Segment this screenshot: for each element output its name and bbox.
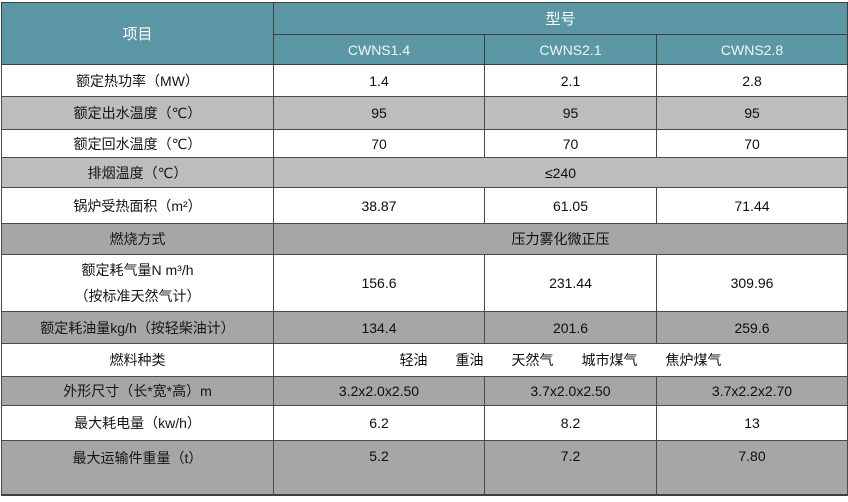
row-label: 额定回水温度（℃） — [1, 129, 274, 158]
row-label: 额定耗油量kg/h（按轻柴油计） — [1, 311, 274, 344]
header-row-models: CWNS1.4 CWNS2.1 CWNS2.8 — [2, 34, 848, 65]
row-max-power-consumption: 最大耗电量（kw/h） 6.2 8.2 13 — [1, 405, 848, 441]
row-label: 额定热功率（MW） — [1, 64, 274, 97]
table-header: 项目 型号 CWNS1.4 CWNS2.1 CWNS2.8 — [1, 2, 848, 65]
value-cell: 156.6 — [273, 254, 485, 312]
value-cell: 134.4 — [273, 311, 485, 344]
value-cell: 70 — [484, 129, 657, 158]
row-label: 锅炉受热面积（m²） — [1, 187, 274, 224]
row-heating-surface-area: 锅炉受热面积（m²） 38.87 61.05 71.44 — [1, 187, 848, 224]
value-cell: 71.44 — [655, 187, 848, 224]
row-max-transport-weight: 最大运输件重量（t） 5.2 7.2 7.80 — [1, 440, 848, 495]
row-return-water-temp: 额定回水温度（℃） 70 70 70 — [1, 129, 848, 158]
row-label: 外形尺寸（长*宽*高）m — [1, 376, 274, 406]
value-cell: 1.4 — [273, 64, 485, 97]
value-cell: 70 — [273, 129, 485, 158]
merged-value-cell: 压力雾化微正压 — [272, 223, 848, 255]
row-label: 最大运输件重量（t） — [1, 440, 274, 495]
merged-value-cell: ≤240 — [272, 157, 848, 188]
value-cell: 5.2 — [273, 440, 485, 495]
row-label-line1: 额定耗气量N m³/h — [81, 262, 194, 278]
value-cell: 3.7x2.2x2.70 — [655, 376, 848, 406]
row-fuel-types: 燃料种类 轻油 重油 天然气 城市煤气 焦炉煤气 — [1, 343, 848, 377]
value-cell: 309.96 — [655, 254, 848, 312]
header-model-cwns2-8: CWNS2.8 — [655, 34, 848, 65]
row-label: 最大耗电量（kw/h） — [1, 405, 274, 441]
value-cell: 70 — [655, 129, 848, 158]
row-label: 额定出水温度（℃） — [1, 96, 274, 130]
row-overall-dimensions: 外形尺寸（长*宽*高）m 3.2x2.0x2.50 3.7x2.0x2.50 3… — [1, 376, 848, 406]
value-cell: 201.6 — [484, 311, 657, 344]
row-outlet-water-temp: 额定出水温度（℃） 95 95 95 — [1, 96, 848, 130]
row-label: 燃烧方式 — [1, 223, 274, 255]
header-model-cwns1-4: CWNS1.4 — [273, 34, 485, 65]
value-cell: 7.80 — [655, 440, 848, 495]
value-cell: 38.87 — [273, 187, 485, 224]
row-exhaust-smoke-temp: 排烟温度（℃） ≤240 — [1, 157, 848, 188]
value-cell: 13 — [655, 405, 848, 441]
value-cell: 61.05 — [484, 187, 657, 224]
merged-value-cell: 轻油 重油 天然气 城市煤气 焦炉煤气 — [272, 343, 848, 377]
header-row-model-group: 项目 型号 — [1, 2, 848, 65]
value-cell: 95 — [655, 96, 848, 130]
row-rated-gas-consumption: 额定耗气量N m³/h （按标准天然气计） 156.6 231.44 309.9… — [1, 254, 848, 312]
header-model-cwns2-1: CWNS2.1 — [484, 34, 657, 65]
value-cell: 2.1 — [484, 64, 657, 97]
header-item-cell: 项目 — [1, 2, 274, 65]
value-cell: 8.2 — [484, 405, 657, 441]
header-model-group-cell: 型号 — [272, 2, 848, 35]
value-cell: 231.44 — [484, 254, 657, 312]
value-cell: 2.8 — [655, 64, 848, 97]
row-combustion-mode: 燃烧方式 压力雾化微正压 — [1, 223, 848, 255]
row-label: 燃料种类 — [1, 343, 274, 377]
value-cell: 259.6 — [655, 311, 848, 344]
row-rated-oil-consumption: 额定耗油量kg/h（按轻柴油计） 134.4 201.6 259.6 — [1, 311, 848, 344]
value-cell: 7.2 — [484, 440, 657, 495]
value-cell: 95 — [273, 96, 485, 130]
value-cell: 3.7x2.0x2.50 — [484, 376, 657, 406]
row-label: 排烟温度（℃） — [1, 157, 274, 188]
row-label: 额定耗气量N m³/h （按标准天然气计） — [1, 254, 274, 312]
row-label-line2: （按标准天然气计） — [74, 288, 201, 304]
value-cell: 95 — [484, 96, 657, 130]
value-cell: 6.2 — [273, 405, 485, 441]
row-rated-thermal-power: 额定热功率（MW） 1.4 2.1 2.8 — [1, 64, 848, 97]
value-cell: 3.2x2.0x2.50 — [273, 376, 485, 406]
